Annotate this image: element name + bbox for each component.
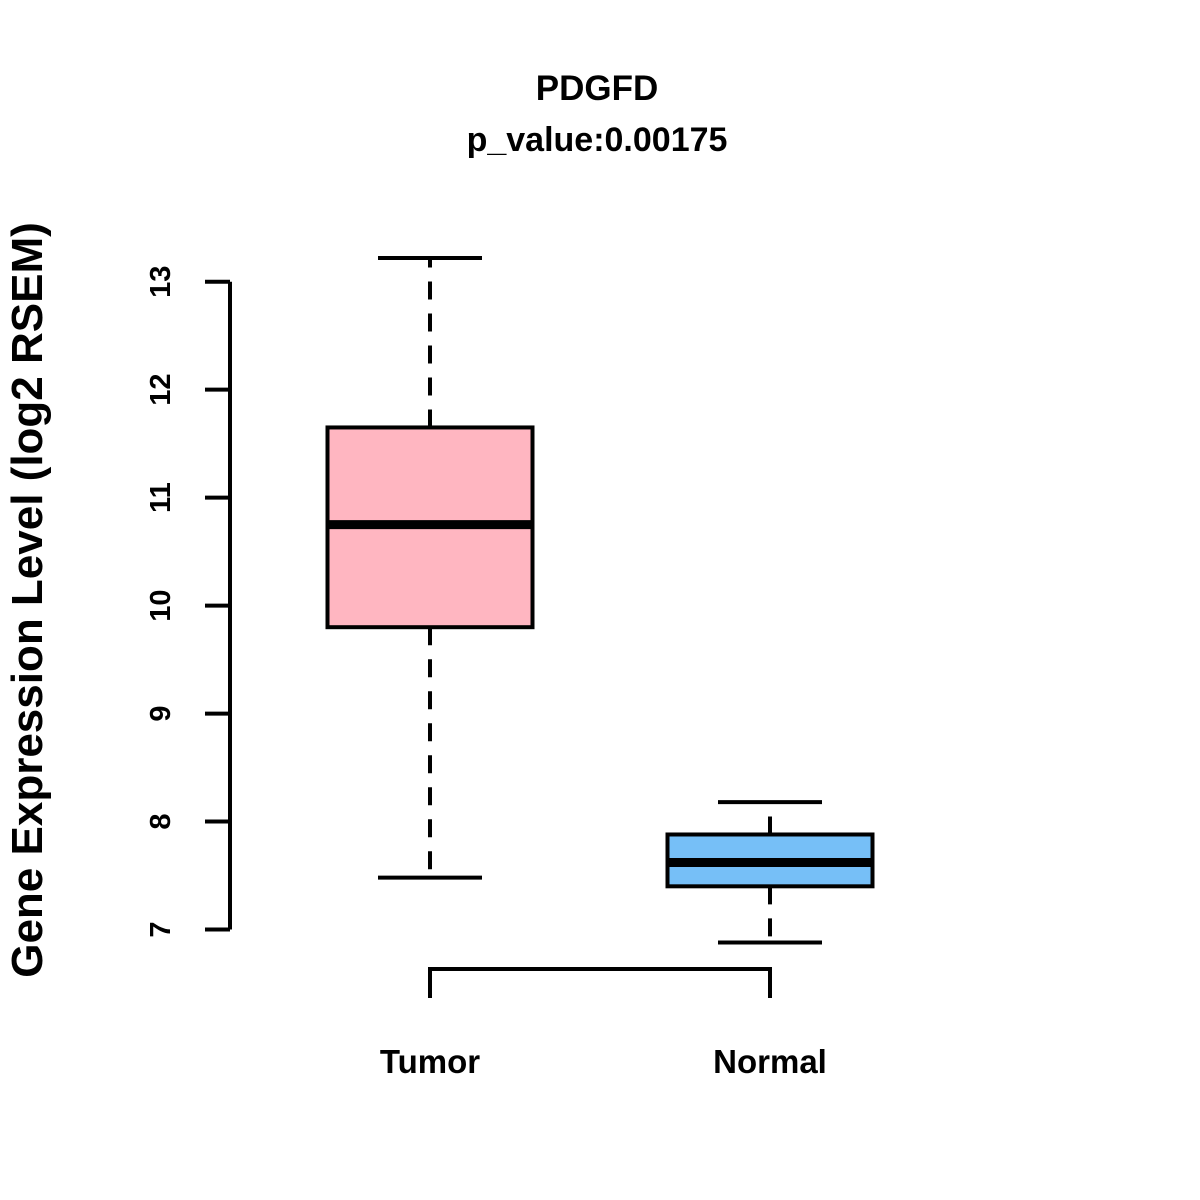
y-tick-label: 12 (145, 374, 177, 406)
category-labels: Tumor Normal (380, 1043, 827, 1080)
x-axis-line (428, 967, 772, 998)
y-tick-label: 10 (145, 589, 177, 621)
y-tick-label: 7 (145, 921, 177, 937)
y-tick-label: 9 (145, 705, 177, 721)
category-label-tumor: Tumor (380, 1043, 480, 1080)
y-tick-label: 8 (145, 813, 177, 829)
category-label-normal: Normal (713, 1043, 827, 1080)
boxplot-tumor (325, 255, 535, 880)
chart-subtitle: p_value:0.00175 (467, 121, 728, 159)
y-axis: 7 8 9 10 11 12 13 (145, 266, 232, 938)
y-tick-label: 11 (145, 482, 177, 513)
box-group (325, 255, 875, 945)
chart-title: PDGFD (536, 69, 659, 108)
y-axis-label: Gene Expression Level (log2 RSEM) (3, 222, 52, 978)
boxplot-normal (665, 800, 875, 945)
y-tick-label: 13 (145, 266, 177, 298)
x-axis-bracket (428, 967, 772, 998)
